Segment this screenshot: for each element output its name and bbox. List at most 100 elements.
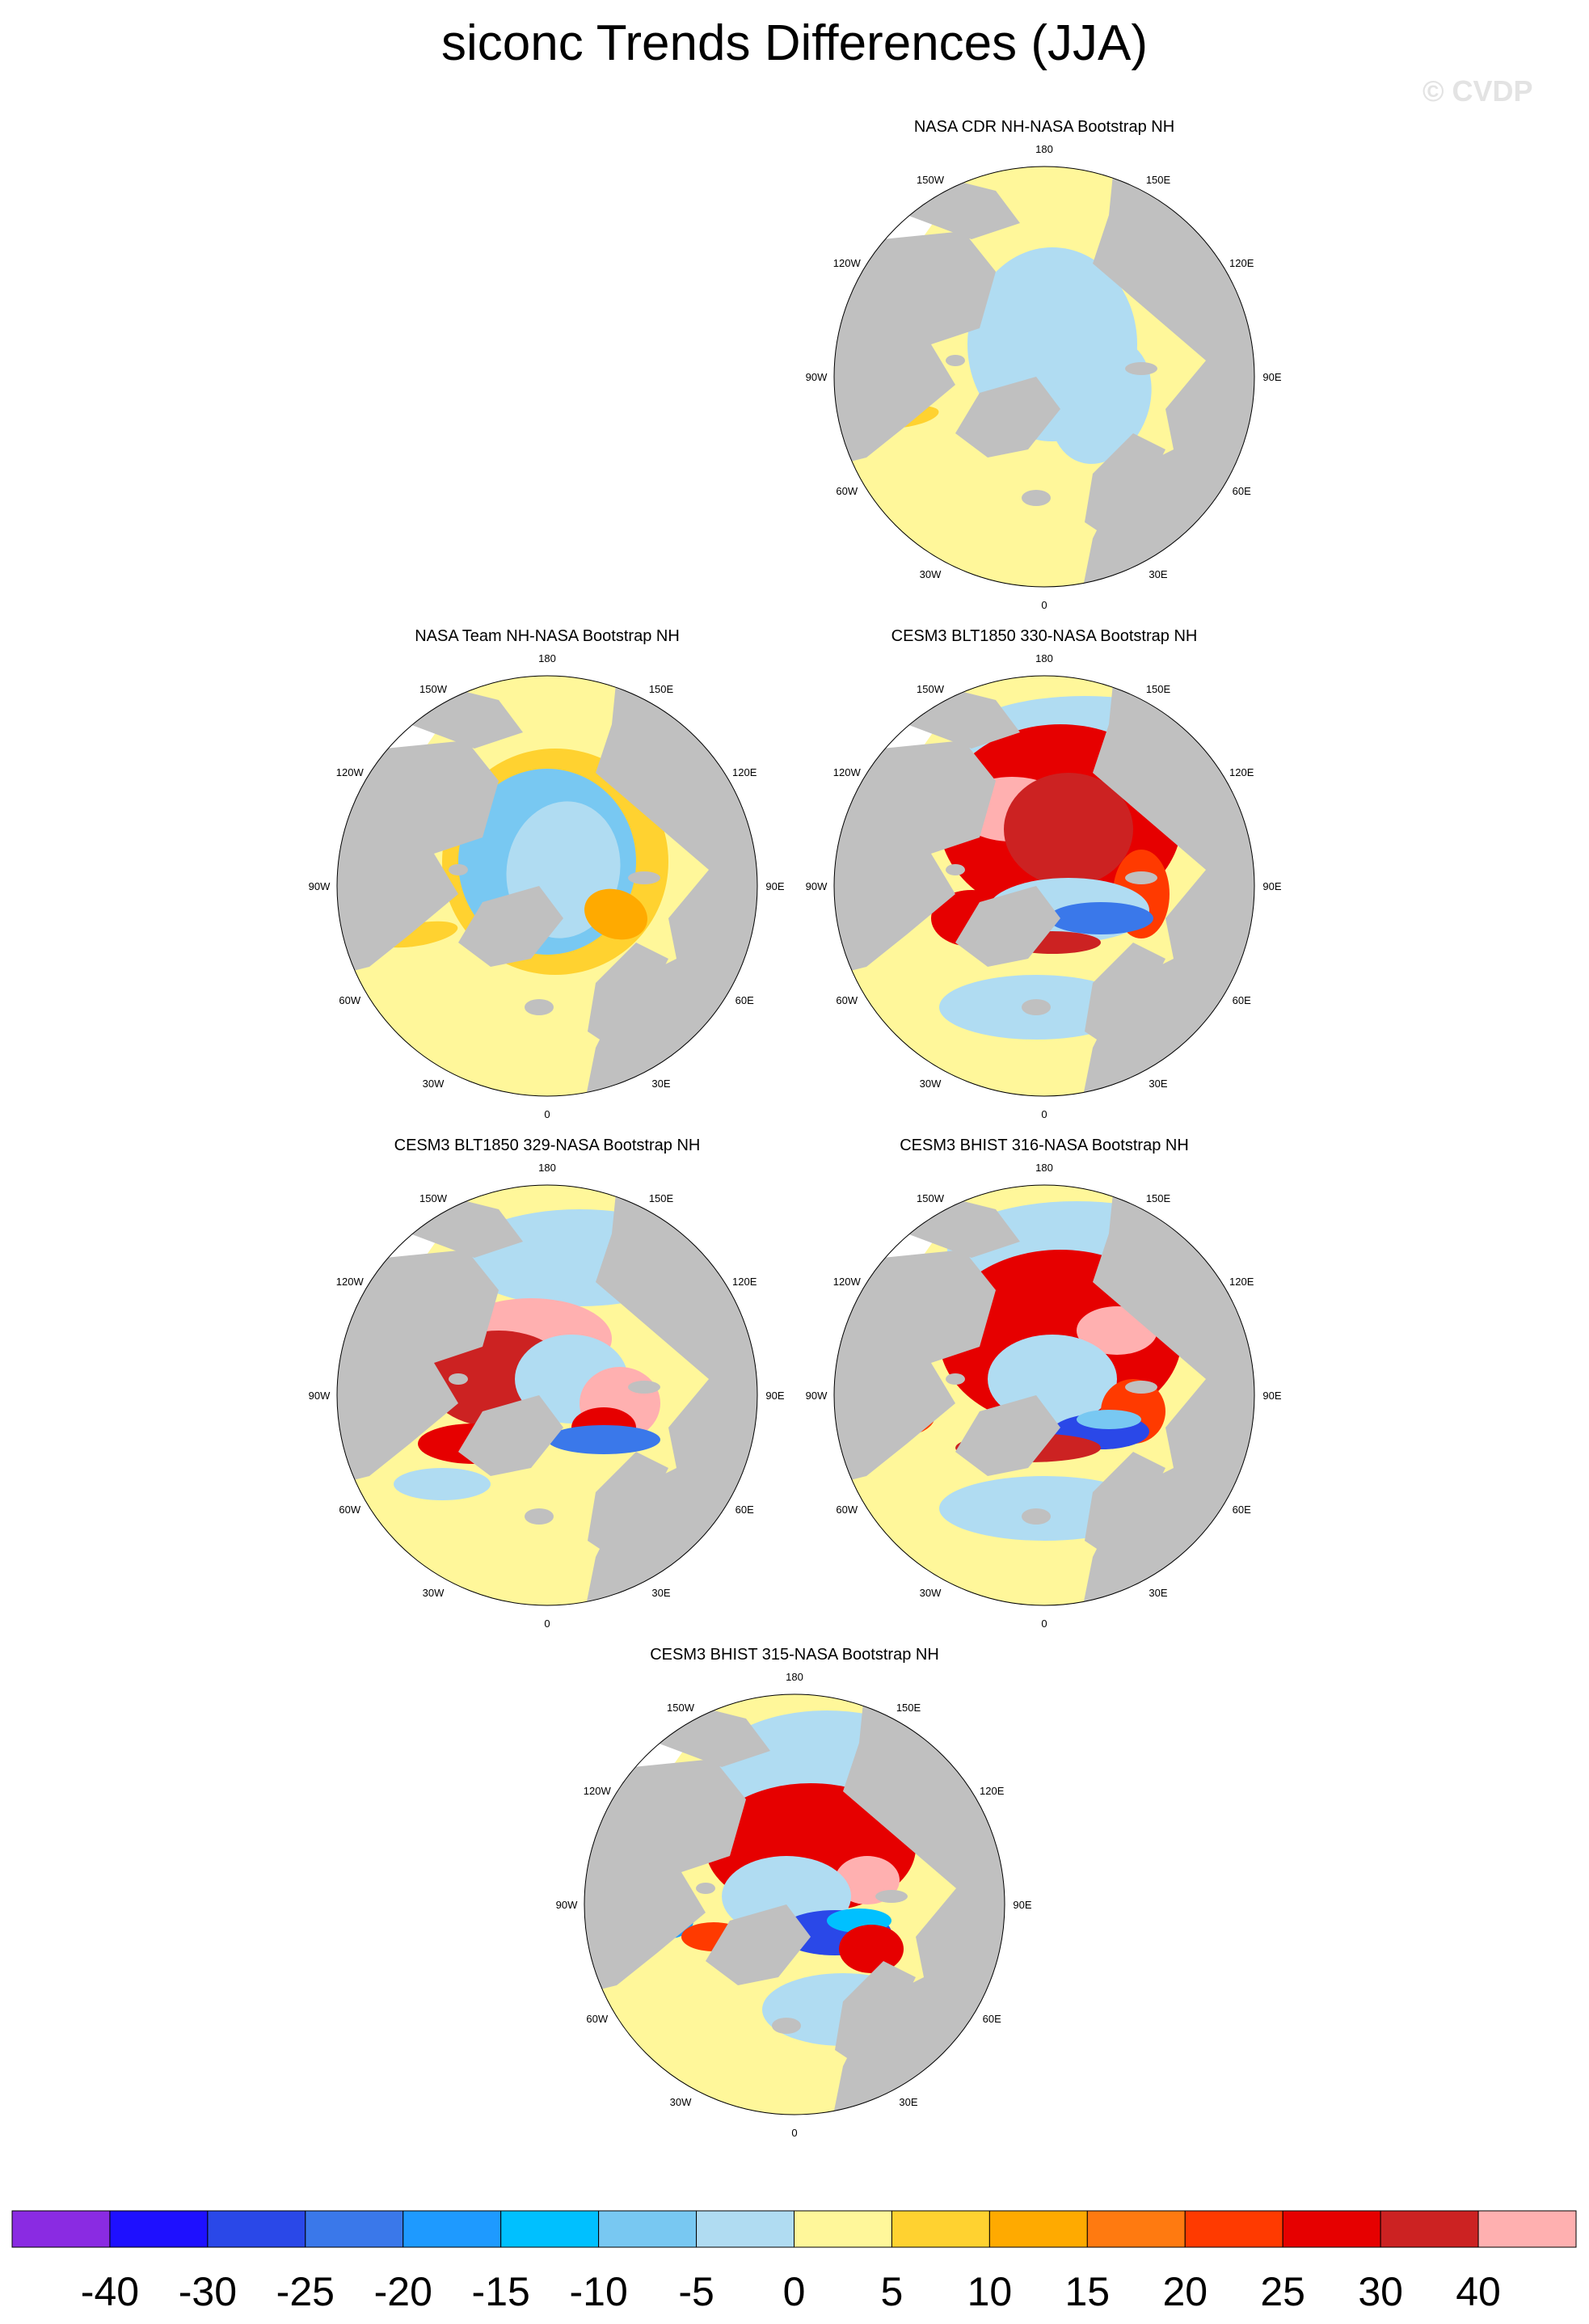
- longitude-label: 60W: [339, 994, 360, 1006]
- longitude-label: 30W: [670, 2096, 692, 2108]
- longitude-label: 60W: [339, 1504, 360, 1516]
- longitude-label: 60W: [586, 2013, 608, 2025]
- longitude-label: 30E: [1149, 1078, 1167, 1090]
- longitude-label: 150W: [419, 1192, 448, 1204]
- panel-title: CESM3 BHIST 316-NASA Bootstrap NH: [900, 1137, 1189, 1154]
- panel-title: CESM3 BLT1850 329-NASA Bootstrap NH: [394, 1137, 701, 1154]
- longitude-label: 90E: [765, 880, 784, 892]
- longitude-label: 120E: [1229, 1276, 1254, 1288]
- longitude-label: 150W: [917, 174, 945, 186]
- longitude-label: 90W: [806, 1390, 828, 1402]
- colorbar-label: -25: [276, 2269, 335, 2314]
- colorbar-swatch: [11, 2210, 111, 2248]
- longitude-label: 0: [1041, 599, 1047, 611]
- longitude-label: 120E: [732, 766, 757, 778]
- longitude-label: 30W: [920, 568, 942, 580]
- longitude-label: 180: [786, 1671, 803, 1683]
- longitude-label: 120W: [833, 766, 862, 778]
- longitude-label: 30E: [651, 1078, 670, 1090]
- map-panel-nasa-cdr: NASA CDR NH-NASA Bootstrap NH 180 150E 120…: [737, 118, 1351, 619]
- colorbar-label: 10: [967, 2269, 1013, 2314]
- colorbar-swatch: [1086, 2210, 1186, 2248]
- colorbar-swatch: [696, 2210, 794, 2248]
- longitude-label: 120W: [336, 766, 365, 778]
- colorbar-swatch: [403, 2210, 502, 2248]
- polar-map: 180 150E 120E 90E 60E 30E 0 30W 60W 90W 120W 150W: [309, 1162, 785, 1630]
- colorbar-swatch: [1477, 2210, 1577, 2248]
- longitude-label: 90W: [556, 1899, 578, 1911]
- longitude-label: 180: [1035, 1162, 1053, 1174]
- polar-map: 180 150E 120E 90E 60E 30E 0 30W 60W 90W 120W 150W: [556, 1671, 1032, 2139]
- longitude-label: 30W: [920, 1587, 942, 1599]
- colorbar-label: 30: [1358, 2269, 1403, 2314]
- polar-map: 180 150E 120E 90E 60E 30E 0 30W 60W 90W 120W 150W: [806, 143, 1282, 611]
- map-panel-nasa-team: NASA Team NH-NASA Bootstrap NH 180 150E 12…: [240, 627, 854, 1128]
- panel-title: NASA Team NH-NASA Bootstrap NH: [415, 627, 680, 645]
- colorbar-swatch: [305, 2210, 404, 2248]
- colorbar-label: 5: [881, 2269, 904, 2314]
- longitude-label: 30E: [899, 2096, 917, 2108]
- longitude-label: 30W: [423, 1078, 445, 1090]
- longitude-label: 120W: [336, 1276, 365, 1288]
- colorbar-label: -40: [81, 2269, 139, 2314]
- colorbar-label: -30: [179, 2269, 237, 2314]
- longitude-label: 0: [544, 1108, 550, 1120]
- longitude-label: 180: [538, 652, 556, 664]
- longitude-label: 150W: [667, 1702, 695, 1714]
- colorbar-swatch: [1282, 2210, 1381, 2248]
- polar-map: 180 150E 120E 90E 60E 30E 0 30W 60W 90W 120W 150W: [309, 652, 785, 1120]
- longitude-label: 120W: [584, 1785, 612, 1797]
- page-title: siconc Trends Differences (JJA): [440, 15, 1149, 71]
- longitude-label: 150E: [649, 1192, 674, 1204]
- panel-title: CESM3 BLT1850 330-NASA Bootstrap NH: [891, 627, 1198, 645]
- longitude-label: 30W: [423, 1587, 445, 1599]
- colorbar-label: -5: [678, 2269, 714, 2314]
- colorbar-label: 15: [1065, 2269, 1111, 2314]
- colorbar-label: 0: [783, 2269, 806, 2314]
- longitude-label: 150W: [917, 683, 945, 695]
- longitude-label: 60W: [836, 1504, 858, 1516]
- longitude-label: 180: [1035, 652, 1053, 664]
- watermark: © CVDP: [1423, 74, 1533, 108]
- longitude-label: 120W: [833, 257, 862, 269]
- longitude-label: 60E: [1233, 485, 1251, 497]
- longitude-label: 0: [544, 1618, 550, 1630]
- longitude-label: 150W: [419, 683, 448, 695]
- longitude-label: 120E: [980, 1785, 1005, 1797]
- longitude-label: 150E: [1146, 174, 1171, 186]
- colorbar-swatch: [891, 2210, 990, 2248]
- longitude-label: 150E: [1146, 1192, 1171, 1204]
- longitude-label: 60W: [836, 485, 858, 497]
- longitude-label: 90E: [765, 1390, 784, 1402]
- colorbar-swatch: [1380, 2210, 1479, 2248]
- colorbar-swatch: [109, 2210, 209, 2248]
- longitude-label: 180: [538, 1162, 556, 1174]
- longitude-label: 120E: [732, 1276, 757, 1288]
- longitude-label: 0: [1041, 1618, 1047, 1630]
- longitude-label: 150E: [649, 683, 674, 695]
- longitude-label: 90E: [1262, 1390, 1281, 1402]
- longitude-label: 0: [791, 2127, 797, 2139]
- panel-title: NASA CDR NH-NASA Bootstrap NH: [913, 118, 1175, 136]
- longitude-label: 30E: [651, 1587, 670, 1599]
- map-panel-blt1850-329: CESM3 BLT1850 329-NASA Bootstrap NH 180 1…: [240, 1137, 854, 1638]
- longitude-label: 60W: [836, 994, 858, 1006]
- colorbar-label: -20: [374, 2269, 432, 2314]
- colorbar-swatch: [500, 2210, 600, 2248]
- colorbar-swatch: [598, 2210, 698, 2248]
- map-panel-blt1850-330: CESM3 BLT1850 330-NASA Bootstrap NH 180 1…: [737, 627, 1351, 1128]
- longitude-label: 30E: [1149, 568, 1167, 580]
- longitude-label: 90W: [806, 880, 828, 892]
- longitude-label: 60E: [1233, 1504, 1251, 1516]
- longitude-label: 120E: [1229, 766, 1254, 778]
- colorbar-swatch: [207, 2210, 306, 2248]
- colorbar-swatch: [988, 2210, 1088, 2248]
- longitude-label: 60E: [1233, 994, 1251, 1006]
- longitude-label: 60E: [735, 994, 754, 1006]
- longitude-label: 120W: [833, 1276, 862, 1288]
- colorbar-label: 40: [1456, 2269, 1501, 2314]
- longitude-label: 150W: [917, 1192, 945, 1204]
- longitude-label: 120E: [1229, 257, 1254, 269]
- longitude-label: 90W: [309, 1390, 331, 1402]
- longitude-label: 60E: [735, 1504, 754, 1516]
